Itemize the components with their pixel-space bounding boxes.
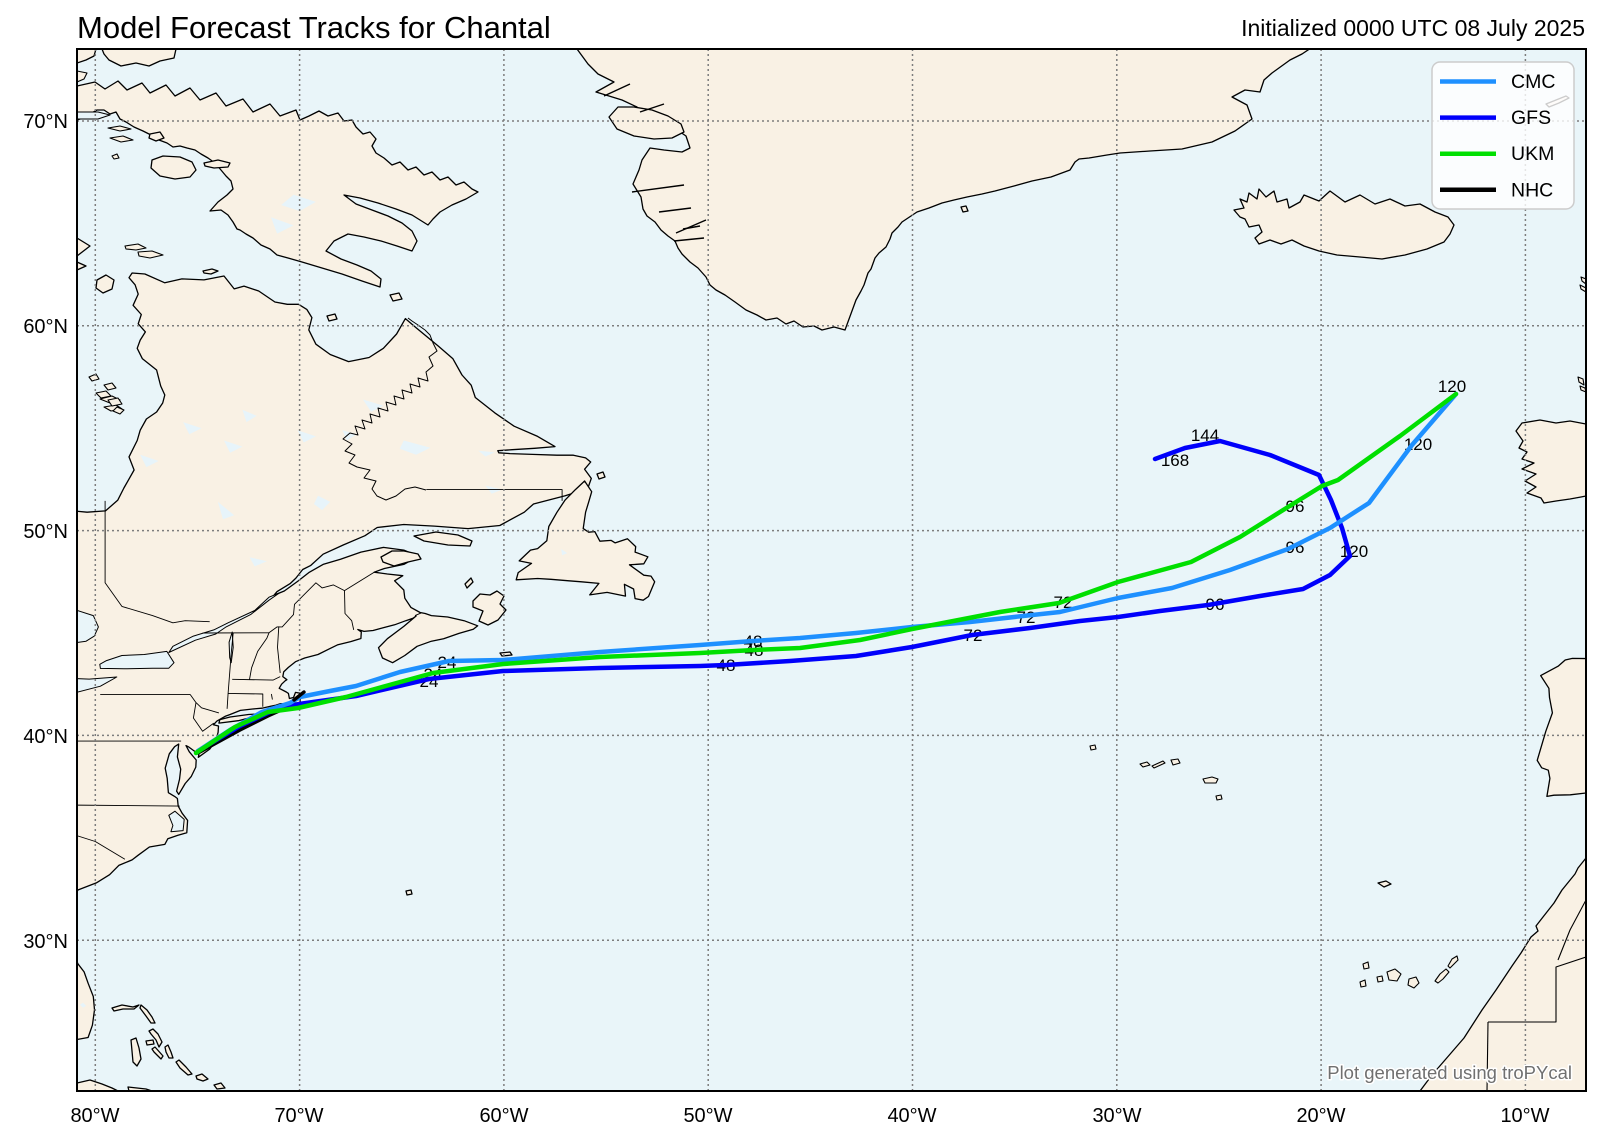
svg-text:120: 120 [1340, 542, 1368, 561]
svg-text:70°N: 70°N [23, 111, 68, 133]
svg-text:10°W: 10°W [1500, 1105, 1549, 1127]
svg-text:CMC: CMC [1511, 71, 1555, 93]
svg-text:60°W: 60°W [479, 1105, 528, 1127]
svg-text:50°N: 50°N [23, 521, 68, 543]
svg-text:Plot generated using troPYcal: Plot generated using troPYcal [1327, 1062, 1572, 1083]
svg-text:60°N: 60°N [23, 316, 68, 338]
svg-text:30°W: 30°W [1092, 1105, 1141, 1127]
svg-text:50°W: 50°W [683, 1105, 732, 1127]
svg-text:Model Forecast Tracks for Chan: Model Forecast Tracks for Chantal [77, 10, 551, 45]
svg-text:144: 144 [1191, 426, 1219, 445]
svg-text:70°W: 70°W [274, 1105, 323, 1127]
svg-text:80°W: 80°W [70, 1105, 119, 1127]
svg-text:GFS: GFS [1511, 107, 1551, 129]
svg-text:20°W: 20°W [1296, 1105, 1345, 1127]
svg-text:40°W: 40°W [887, 1105, 936, 1127]
svg-text:UKM: UKM [1511, 143, 1554, 165]
svg-text:30°N: 30°N [23, 931, 68, 953]
svg-text:40°N: 40°N [23, 726, 68, 748]
svg-text:NHC: NHC [1511, 179, 1553, 201]
svg-text:Initialized 0000 UTC 08 July 2: Initialized 0000 UTC 08 July 2025 [1241, 15, 1585, 41]
svg-text:120: 120 [1438, 377, 1466, 396]
